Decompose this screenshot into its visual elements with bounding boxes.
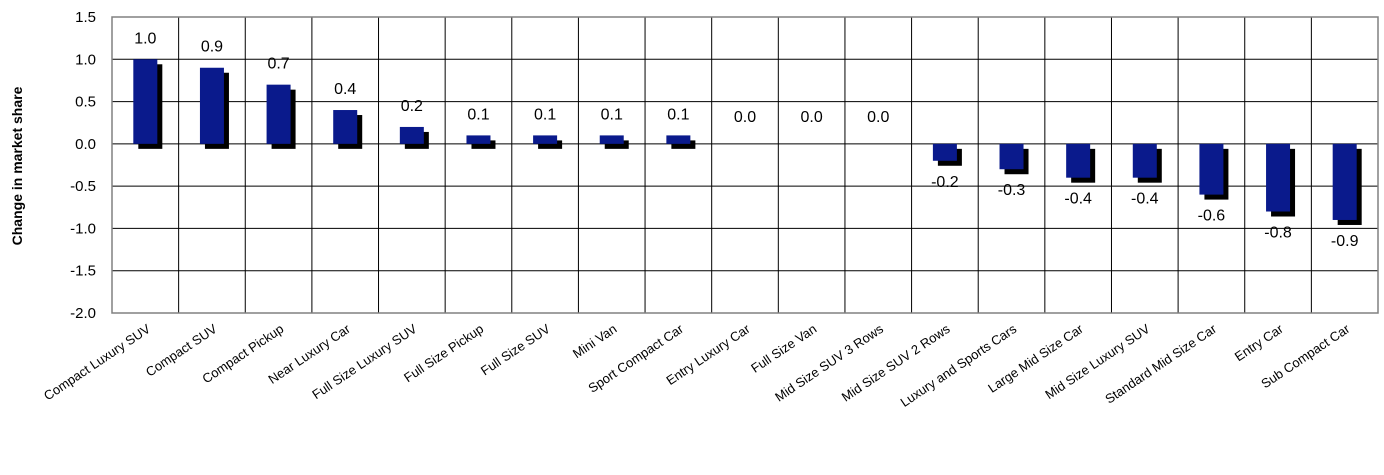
x-tick-label: Luxury and Sports Cars [898, 321, 1020, 410]
bar [932, 143, 957, 161]
data-label: 0.0 [734, 109, 756, 126]
data-label: -0.4 [1131, 191, 1159, 208]
x-tick-label: Mini Van [570, 321, 620, 361]
y-tick-label: 0.5 [75, 94, 96, 111]
x-tick-label: Standard Mid Size Car [1102, 321, 1219, 407]
data-label: 0.1 [534, 106, 556, 123]
bar [1066, 143, 1091, 178]
bar-shadow [538, 140, 563, 149]
data-label: -0.6 [1198, 208, 1226, 225]
data-label: -0.4 [1064, 191, 1092, 208]
bar [999, 143, 1024, 170]
data-labels: 1.0 0.9 0.7 0.4 0.2 0.1 0.1 0.1 0.1 0.0 0.0 0.0 -0.2… [134, 30, 1358, 250]
bar [533, 135, 558, 144]
bar-shadow [671, 140, 696, 149]
y-tick-label: -1.0 [70, 220, 96, 237]
y-tick-label: -1.5 [70, 263, 96, 280]
y-tick-label: -2.0 [70, 305, 96, 322]
data-label: -0.2 [931, 174, 959, 191]
grid-lines [111, 16, 1379, 314]
bar [1266, 143, 1291, 212]
bar [666, 135, 691, 144]
bar [1332, 143, 1357, 220]
data-label: 0.7 [267, 56, 289, 73]
y-tick-label: -0.5 [70, 178, 96, 195]
y-tick-label: 1.0 [75, 51, 96, 68]
bar [399, 126, 424, 144]
y-axis-title: Change in market share [9, 86, 25, 245]
data-label: 1.0 [134, 30, 156, 47]
x-tick-label: Full Size SUV [478, 321, 553, 378]
data-label: -0.9 [1331, 233, 1359, 250]
bar [266, 84, 291, 144]
data-label: 0.1 [667, 106, 689, 123]
bar [1199, 143, 1224, 195]
plot-border [111, 16, 1379, 314]
data-label: -0.8 [1264, 225, 1292, 242]
data-label: -0.3 [998, 182, 1026, 199]
x-tick-label: Mid Size SUV 2 Rows [839, 321, 953, 405]
data-label: 0.1 [601, 106, 623, 123]
bar [599, 135, 624, 144]
y-tick-label: 0.0 [75, 136, 96, 153]
bars [133, 59, 1362, 225]
bar-shadow [471, 140, 496, 149]
bar [466, 135, 491, 144]
data-label: 0.4 [334, 81, 356, 98]
y-axis-ticks: 1.5 1.0 0.5 0.0 -0.5 -1.0 -1.5 -2.0 [70, 9, 96, 322]
data-label: 0.0 [801, 109, 823, 126]
bar [199, 67, 224, 144]
data-label: 0.2 [401, 98, 423, 115]
data-label: 0.9 [201, 39, 223, 56]
data-label: 0.0 [867, 109, 889, 126]
y-tick-label: 1.5 [75, 9, 96, 26]
x-tick-label: Compact Luxury SUV [41, 321, 153, 404]
x-tick-label: Entry Car [1232, 321, 1286, 365]
x-tick-label: Mid Size SUV 3 Rows [772, 321, 886, 405]
bar [333, 110, 358, 144]
bar [1132, 143, 1157, 178]
bar-shadow [604, 140, 629, 149]
data-label: 0.1 [467, 106, 489, 123]
bar [133, 59, 158, 144]
